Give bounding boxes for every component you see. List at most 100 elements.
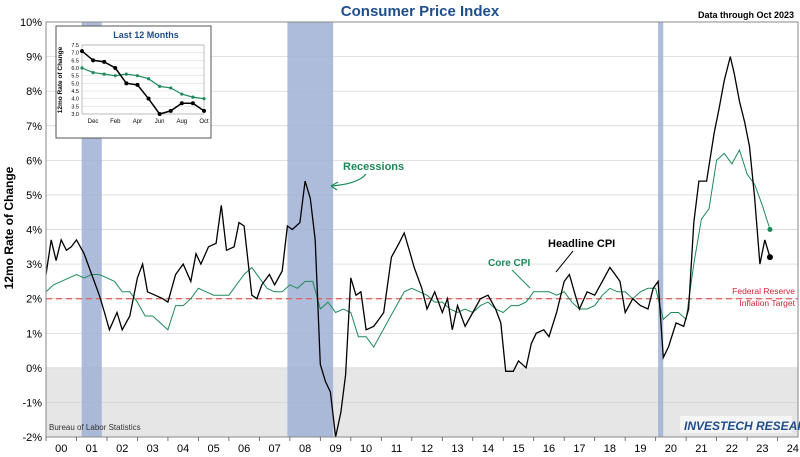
inset-core-point [202, 97, 206, 101]
recessions-annotation: Recessions [343, 161, 404, 173]
inset-y-tick-label: 4.5 [71, 89, 79, 95]
y-axis-ticks: -2% -1% 0% 1% 2% 3% 4% 5% 6% 7% 8% 9% 10% [20, 17, 42, 444]
inset-gridlines [81, 44, 205, 115]
x-tick-label: 09 [329, 443, 341, 455]
x-tick-label: 07 [268, 443, 280, 455]
series-line-core-cpi [45, 148, 771, 349]
x-tick-label: 17 [573, 443, 585, 455]
x-tick-label: 03 [147, 443, 159, 455]
inset-x-tick-label: Feb [110, 119, 121, 125]
x-tick-label: 15 [512, 443, 524, 455]
x-tick-label: 05 [208, 443, 220, 455]
x-tick-label: 04 [177, 443, 189, 455]
x-tick-label: 20 [665, 443, 677, 455]
inset-x-tick-label: Aug [176, 119, 187, 125]
inset-headline-point [135, 82, 140, 87]
inset-y-ticks: 7.5 7.06.5 6.0 5.55.0 4.5 4.03.5 3.0 [71, 43, 79, 118]
inset-x-ticks: Dec Feb Apr Jun Aug Oct [88, 119, 209, 125]
y-tick-label: 9% [26, 52, 42, 64]
recessions-arrowhead-icon [330, 181, 339, 191]
y-tick-label: 7% [26, 121, 42, 133]
inset-plot-border [81, 44, 205, 115]
inset-core-point [146, 77, 151, 81]
y-tick-label: -1% [22, 397, 42, 409]
y-tick-label: 0% [26, 363, 42, 375]
recession-band [287, 22, 334, 437]
inset-core-point [91, 71, 95, 75]
recession-band [658, 22, 664, 437]
x-tick-label: 13 [451, 443, 463, 455]
core-cpi-latest-point [767, 227, 773, 232]
inset-headline-point [157, 112, 162, 116]
plot-area [45, 21, 799, 438]
inset-x-tick-label: Oct [199, 119, 209, 125]
y-tick-label: 5% [26, 190, 42, 202]
inset-core-point [191, 95, 195, 99]
x-tick-label: 12 [421, 443, 433, 455]
y-tick-label: 8% [26, 86, 42, 98]
core-cpi-annotation: Core CPI [488, 258, 530, 269]
inset-core-point [113, 74, 117, 78]
x-tick-label: 19 [634, 443, 646, 455]
inset-x-tick-label: Apr [133, 119, 142, 125]
inset-y-tick-label: 3.0 [71, 112, 79, 118]
headline-cpi-pointer [555, 250, 574, 273]
inset-core-point [158, 84, 162, 88]
inset-headline-point [146, 96, 151, 101]
y-tick-label: 4% [26, 225, 42, 237]
plot-border [45, 21, 799, 438]
target-label-line2: Inflation Target [739, 298, 795, 308]
inset-last-12-months: Last 12 Months 12mo Rate of Change 7.5 7.… [55, 25, 212, 139]
x-tick-label: 00 [55, 443, 67, 455]
investech-logo: INVESTECH RESEARCH [680, 416, 800, 433]
x-tick-label: 21 [695, 443, 707, 455]
y-tick-label: -2% [22, 432, 42, 444]
core-cpi-pointer [511, 269, 531, 289]
recession-bands [81, 22, 664, 437]
chart-title: Consumer Price Index [341, 3, 500, 20]
inset-y-tick-label: 4.0 [71, 97, 79, 103]
logo-backdrop [680, 416, 792, 433]
inset-y-tick-label: 5.5 [71, 74, 79, 80]
x-tick-label: 18 [604, 443, 616, 455]
y-tick-label: 10% [20, 17, 42, 29]
x-axis-ticks: 00 01 02 03 04 05 06 07 08 09 10 11 12 13 14 15 16 17 18 19… [45, 437, 799, 455]
inset-y-tick-label: 5.0 [71, 81, 79, 87]
x-tick-label: 10 [360, 443, 372, 455]
inset-y-tick-label: 7.0 [71, 51, 79, 57]
y-axis-title: 12mo Rate of Change [2, 166, 16, 289]
x-tick-label: 02 [116, 443, 128, 455]
inset-core-point [124, 72, 128, 76]
inset-headline-point [102, 59, 107, 64]
x-tick-label: 08 [299, 443, 311, 455]
inset-headline-point [113, 66, 118, 70]
inset-y-axis-title: 12mo Rate of Change [57, 46, 64, 113]
inset-headline-point [190, 101, 195, 106]
inset-x-tick-label: Dec [88, 119, 99, 125]
x-tick-label: 14 [482, 443, 494, 455]
y-tick-label: 2% [26, 294, 42, 306]
y-tick-label: 6% [26, 155, 42, 167]
y-tick-label: 3% [26, 259, 42, 271]
x-tick-label: 24 [787, 443, 799, 455]
inset-headline-point [124, 81, 129, 86]
inset-core-point [80, 66, 84, 70]
inset-core-point [102, 72, 106, 76]
x-tick-label: 22 [726, 443, 738, 455]
inset-y-tick-label: 3.5 [71, 104, 79, 110]
inset-core-point [169, 86, 173, 90]
headline-cpi-annotation: Headline CPI [548, 238, 615, 250]
inset-headline-point [91, 58, 96, 63]
inset-title: Last 12 Months [113, 30, 179, 40]
headline-cpi-latest-point [766, 254, 773, 261]
inset-headline-point [179, 101, 184, 106]
inset-core-point [180, 92, 184, 96]
inset-headline-point [80, 49, 84, 54]
logo-text: INVESTECH RESEARCH [684, 419, 800, 433]
x-tick-label: 01 [86, 443, 98, 455]
inset-core-point [135, 74, 140, 78]
x-tick-label: 23 [756, 443, 768, 455]
inset-y-tick-label: 7.5 [71, 43, 79, 49]
y-tick-label: 1% [26, 328, 42, 340]
